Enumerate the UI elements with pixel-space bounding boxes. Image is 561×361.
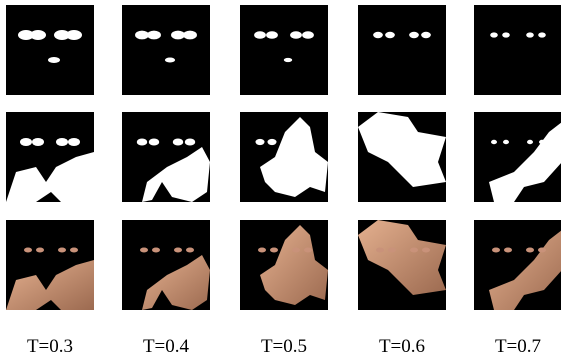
image-tile (474, 220, 561, 310)
blob (284, 58, 292, 62)
image-tile (358, 5, 446, 95)
face-patch (24, 248, 32, 253)
image-tile (6, 112, 94, 202)
blob (422, 139, 430, 144)
face-patch (492, 248, 500, 253)
blob (374, 139, 382, 144)
blob (373, 32, 383, 38)
blob (386, 139, 394, 144)
face-patch (304, 248, 312, 253)
blob (32, 138, 44, 146)
blob (385, 32, 395, 38)
face-patch (140, 248, 148, 253)
face-patch (258, 248, 266, 253)
blob (290, 31, 302, 39)
blob (268, 139, 277, 145)
blob (56, 138, 68, 146)
face-patch (186, 248, 194, 253)
face-patch (388, 248, 396, 253)
blob (66, 30, 82, 40)
blob (135, 31, 149, 40)
blob (266, 31, 278, 39)
blob (68, 138, 80, 146)
image-tile (240, 220, 328, 310)
blob (149, 138, 160, 145)
image-tile (358, 112, 446, 202)
blob (185, 138, 196, 145)
tile-background (240, 5, 328, 95)
blob (304, 139, 313, 145)
face-patch (58, 248, 66, 253)
face-patch (410, 248, 418, 253)
blob (538, 32, 546, 37)
tile-background (358, 5, 446, 95)
image-tile (6, 5, 94, 95)
image-tile (122, 220, 210, 310)
blob (490, 32, 498, 37)
image-tile (122, 112, 210, 202)
blob (171, 31, 185, 40)
blob (165, 57, 175, 62)
blob (503, 140, 509, 144)
blob (302, 31, 314, 39)
face-patch (526, 248, 534, 253)
face-patch (538, 248, 546, 253)
column-label: T=0.3 (27, 336, 73, 357)
blob (502, 32, 510, 37)
face-patch (292, 248, 300, 253)
column-label: T=0.7 (495, 336, 541, 357)
blob (183, 31, 197, 40)
image-tile (474, 5, 561, 95)
face-patch (422, 248, 430, 253)
face-patch (376, 248, 384, 253)
blob (137, 138, 148, 145)
blob (48, 57, 60, 63)
blob (539, 140, 545, 144)
column-label: T=0.4 (143, 336, 190, 357)
blob (527, 140, 533, 144)
page: {"figure": {"columns": [ {"label": "T=0.… (0, 0, 561, 361)
image-tile (122, 5, 210, 95)
blob (173, 138, 184, 145)
blob (410, 139, 418, 144)
blob (20, 138, 32, 146)
image-tile (358, 220, 446, 310)
tile-background (474, 5, 561, 95)
blob (526, 32, 534, 37)
column-label: T=0.5 (261, 336, 307, 357)
face-patch (504, 248, 512, 253)
image-tile (240, 112, 328, 202)
face-patch (174, 248, 182, 253)
image-tile (6, 220, 94, 310)
blob (256, 139, 265, 145)
face-patch (70, 248, 78, 253)
image-tile (240, 5, 328, 95)
figure: T=0.3 T=0.4 T=0.5 T=0.6 T=0.7 (0, 0, 561, 361)
face-patch (36, 248, 44, 253)
column-label: T=0.6 (379, 336, 425, 357)
tile-background (6, 5, 94, 95)
image-tile (474, 112, 561, 202)
blob (421, 32, 431, 38)
face-patch (152, 248, 160, 253)
blob (491, 140, 497, 144)
blob (292, 139, 301, 145)
face-patch (270, 248, 278, 253)
blob (30, 30, 46, 40)
tile-background (122, 5, 210, 95)
blob (254, 31, 266, 39)
blob (147, 31, 161, 40)
blob (409, 32, 419, 38)
